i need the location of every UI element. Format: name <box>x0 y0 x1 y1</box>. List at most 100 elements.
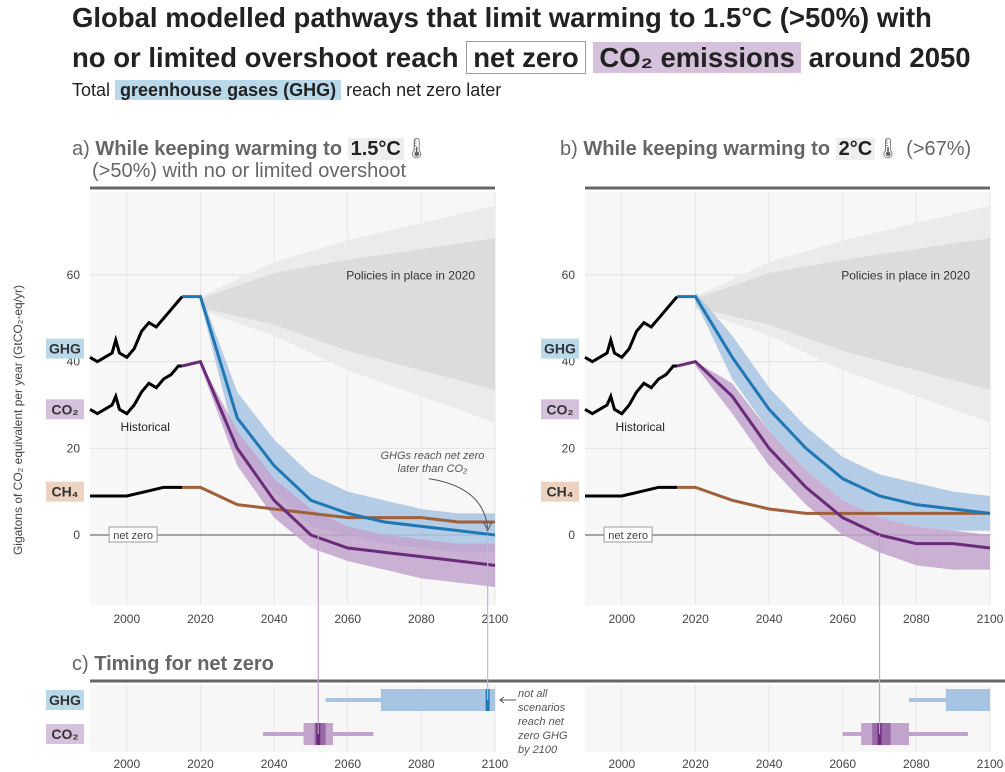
historical-label: Historical <box>121 420 170 434</box>
subtitle-ghg-highlight: greenhouse gases (GHG) <box>115 80 342 100</box>
ghg-tag-box <box>541 338 579 359</box>
panel-b-temp: 2°C <box>835 138 876 160</box>
policies-label: Policies in place in 2020 <box>346 268 475 282</box>
net-zero-label: net zero <box>608 530 648 542</box>
annotation-not-all: reach net <box>518 716 565 728</box>
net-zero-label-box <box>603 526 653 543</box>
x-tick-label: 2040 <box>756 757 783 771</box>
panel-a-title-line2: (>50%) with no or limited overshoot <box>92 160 407 182</box>
x-tick-label: 2020 <box>682 757 709 771</box>
y-tick-label: 20 <box>562 441 576 455</box>
y-tick-label: 60 <box>67 268 81 282</box>
y-tick-label: 0 <box>568 528 575 542</box>
co2-tag-box <box>46 399 84 420</box>
co2-range-band <box>695 361 990 570</box>
co2-tag: CO₂ <box>51 401 78 417</box>
annotation-not-all: scenarios <box>518 702 566 714</box>
ghg-tag-c: GHG <box>49 692 81 708</box>
x-tick-label: 2000 <box>113 757 140 771</box>
co2-tag: CO₂ <box>546 401 573 417</box>
panel-c-letter: c) <box>72 653 89 675</box>
annotation-not-all: zero GHG <box>517 730 568 742</box>
co2-tag-c-box <box>46 724 84 744</box>
x-tick-label: 2000 <box>608 612 635 626</box>
box <box>945 689 990 711</box>
panel-b-letter: b) <box>560 138 578 160</box>
panel-c-background <box>585 685 990 752</box>
title-co2-highlight: CO₂ emissions <box>593 42 801 73</box>
ghg-median-line <box>182 295 496 537</box>
box <box>380 689 495 711</box>
historical-line <box>584 364 678 416</box>
panel-b-title-prefix: While keeping warming to <box>583 138 831 160</box>
y-tick-label: 60 <box>562 268 576 282</box>
annotation-arrow <box>428 478 489 529</box>
panel-a-title: a) While keeping warming to 1.5°C 🌡 (>50%… <box>72 138 429 182</box>
x-tick-label: 2100 <box>977 612 1004 626</box>
historical-line <box>89 364 183 416</box>
x-tick-label: 2080 <box>408 757 435 771</box>
co2-median-line <box>181 359 496 567</box>
x-tick-label: 2040 <box>756 612 783 626</box>
x-tick-label: 2020 <box>682 612 709 626</box>
y-axis-label: Gigatons of CO₂ equivalent per year (GtC… <box>11 285 25 555</box>
ch4-tag-box <box>541 481 579 502</box>
main-title-line-1: Global modelled pathways that limit warm… <box>72 2 932 33</box>
title-prefix: no or limited overshoot reach <box>72 42 459 73</box>
panel-c-title-text: Timing for net zero <box>94 653 274 675</box>
x-tick-label: 2040 <box>261 757 288 771</box>
x-tick-label: 2080 <box>408 612 435 626</box>
x-tick-label: 2100 <box>482 612 509 626</box>
x-tick-label: 2080 <box>903 612 930 626</box>
y-tick-label: 0 <box>73 528 80 542</box>
ch4-median-line <box>677 485 990 515</box>
ghg-range-band <box>695 292 990 531</box>
title-net-zero-box: net zero <box>466 41 586 74</box>
historical-label: Historical <box>616 420 665 434</box>
x-tick-label: 2060 <box>829 757 856 771</box>
x-tick-label: 2060 <box>334 612 361 626</box>
x-tick-label: 2040 <box>261 612 288 626</box>
x-tick-label: 2020 <box>187 757 214 771</box>
co2-tag-box <box>541 399 579 420</box>
x-tick-label: 2020 <box>187 612 214 626</box>
panel-c-title: c) Timing for net zero <box>72 653 274 676</box>
historical-line <box>89 295 184 364</box>
policies-band-inner <box>695 238 990 390</box>
annotation-ghg-line1: GHGs reach net zero <box>380 450 484 462</box>
x-tick-label: 2100 <box>977 757 1004 771</box>
ch4-tag: CH₄ <box>547 484 574 500</box>
historical-line <box>90 485 183 498</box>
panel-b-title: b) While keeping warming to 2°C 🌡 (>67%) <box>560 138 971 160</box>
ghg-tag-c-box <box>46 690 84 710</box>
y-tick-label: 20 <box>67 441 81 455</box>
ghg-tag-box <box>46 338 84 359</box>
ghg-tag: GHG <box>544 341 576 357</box>
historical-line <box>584 295 679 364</box>
ch4-median-line <box>182 485 495 524</box>
x-tick-label: 2060 <box>829 612 856 626</box>
historical-line <box>585 485 678 498</box>
annotation-not-all: by 2100 <box>518 744 558 756</box>
ghg-tag: GHG <box>49 341 81 357</box>
main-title-line-2: no or limited overshoot reach net zero C… <box>72 41 971 74</box>
thermometer-icon: 🌡 <box>403 138 430 160</box>
ch4-tag: CH₄ <box>52 484 79 500</box>
policies-label: Policies in place in 2020 <box>841 268 970 282</box>
panel-a-letter: a) <box>72 138 90 160</box>
x-tick-label: 2000 <box>113 612 140 626</box>
co2-tag-c: CO₂ <box>51 726 78 742</box>
subtitle: Total greenhouse gases (GHG) reach net z… <box>72 80 501 101</box>
co2-range-band <box>200 361 496 587</box>
title-suffix: around 2050 <box>808 42 971 73</box>
x-tick-label: 2060 <box>334 757 361 771</box>
annotation-not-all: not all <box>518 688 548 700</box>
annotation-arrowhead <box>483 521 493 532</box>
panel-a-temp: 1.5°C <box>347 138 404 160</box>
thermometer-icon: 🌡 <box>875 138 901 160</box>
co2-median-line <box>676 360 991 550</box>
x-tick-label: 2000 <box>608 757 635 771</box>
x-tick-label: 2100 <box>482 757 509 771</box>
